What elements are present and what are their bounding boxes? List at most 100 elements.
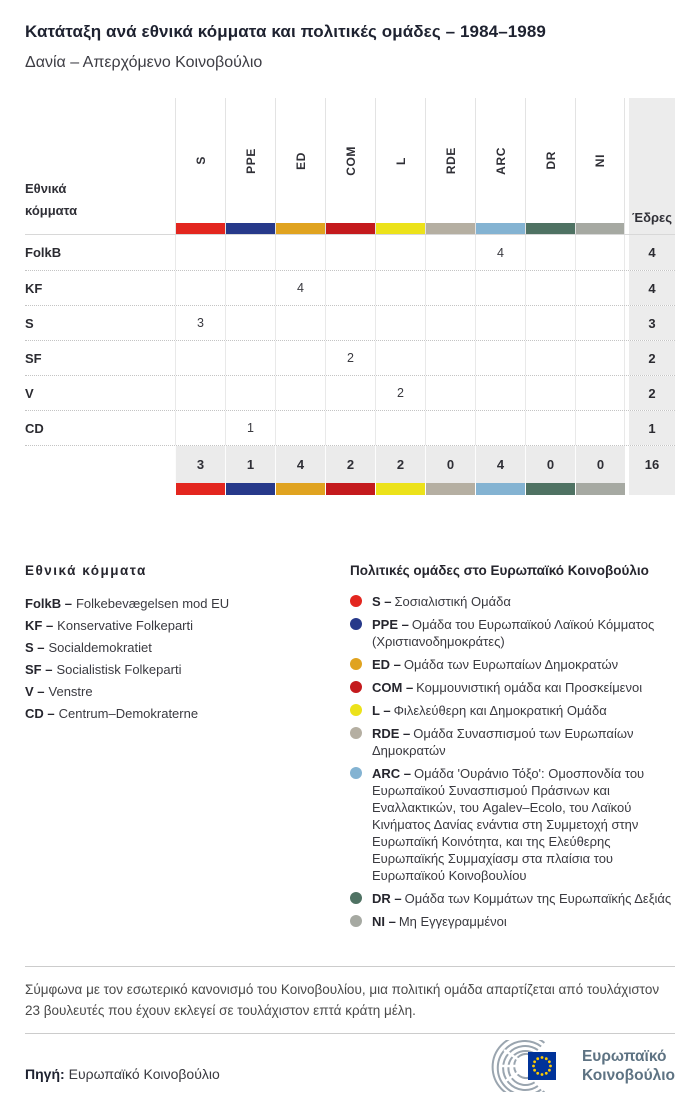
cell xyxy=(175,271,225,305)
column-label: ED xyxy=(293,151,308,170)
cell xyxy=(475,376,525,410)
cell: 2 xyxy=(325,341,375,375)
legend-color-dot xyxy=(350,727,362,739)
source-divider xyxy=(25,1033,675,1034)
party-legend-item: SF – Socialistisk Folkeparti xyxy=(25,662,182,677)
total-cell: 4 xyxy=(475,446,525,483)
group-color-bar xyxy=(575,483,625,495)
cell xyxy=(525,271,575,305)
cell xyxy=(225,341,275,375)
table-row: FolkB 4 4 xyxy=(25,235,675,270)
party-label: KF xyxy=(25,280,43,296)
footnote-text: Σύμφωνα με τον εσωτερικό κανονισμό του Κ… xyxy=(25,982,660,1018)
cell xyxy=(575,376,625,410)
bottom-color-bars xyxy=(25,483,675,495)
column-label: PPE xyxy=(243,147,258,174)
column-header-dr: DR xyxy=(525,98,575,234)
political-groups-legend-title: Πολιτικές ομάδες στο Ευρωπαϊκό Κοινοβούλ… xyxy=(350,563,649,578)
cell xyxy=(475,271,525,305)
column-label: COM xyxy=(343,145,358,176)
source-label: Πηγή: xyxy=(25,1066,65,1082)
cell xyxy=(525,411,575,445)
cell xyxy=(375,411,425,445)
legend-color-dot xyxy=(350,681,362,693)
cell xyxy=(375,235,425,270)
group-color-bar xyxy=(176,223,225,234)
total-cell: 2 xyxy=(325,446,375,483)
column-header-ppe: PPE xyxy=(225,98,275,234)
cell xyxy=(525,306,575,340)
cell xyxy=(375,271,425,305)
column-label: S xyxy=(193,156,208,165)
seats-column-footer xyxy=(629,483,675,495)
cell xyxy=(475,341,525,375)
cell xyxy=(275,341,325,375)
cell xyxy=(375,341,425,375)
seats-column-header: Έδρες xyxy=(629,98,675,234)
cell xyxy=(575,411,625,445)
group-legend-item: ED – Ομάδα των Ευρωπαίων Δημοκρατών xyxy=(350,656,675,673)
cell xyxy=(325,271,375,305)
cell xyxy=(325,411,375,445)
cell xyxy=(425,306,475,340)
cell xyxy=(575,271,625,305)
total-cell: 0 xyxy=(525,446,575,483)
table-row: SF 2 2 xyxy=(25,340,675,375)
seats-cell: 2 xyxy=(629,341,675,375)
party-legend-item: CD – Centrum–Demokraterne xyxy=(25,706,199,721)
column-label: L xyxy=(393,156,408,165)
table-row: KF 4 4 xyxy=(25,270,675,305)
group-color-bar xyxy=(426,223,475,234)
cell xyxy=(325,306,375,340)
national-parties-legend-title: Εθνικά κόμματα xyxy=(25,563,147,578)
cell xyxy=(475,411,525,445)
party-legend-item: KF – Konservative Folkeparti xyxy=(25,618,194,633)
table-row: S 3 3 xyxy=(25,305,675,340)
cell xyxy=(325,235,375,270)
cell xyxy=(175,411,225,445)
party-label: SF xyxy=(25,350,42,366)
legend-section: Εθνικά κόμματα FolkB – Folkebevægelsen mo… xyxy=(25,563,675,936)
group-color-bar xyxy=(376,223,425,234)
total-cell: 4 xyxy=(275,446,325,483)
seats-header-label: Έδρες xyxy=(632,210,672,225)
group-legend-item: S – Σοσιαλιστική Ομάδα xyxy=(350,593,675,610)
total-cell: 2 xyxy=(375,446,425,483)
seats-cell: 4 xyxy=(629,271,675,305)
group-color-bar xyxy=(226,223,275,234)
political-groups-legend: Πολιτικές ομάδες στο Ευρωπαϊκό Κοινοβούλ… xyxy=(350,563,675,936)
group-color-bar xyxy=(326,223,375,234)
page-subtitle: Δανία – Απερχόμενο Κοινοβούλιο xyxy=(25,54,263,71)
table-row: CD 1 1 xyxy=(25,410,675,445)
group-color-bar xyxy=(225,483,275,495)
source-text: Πηγή: Ευρωπαϊκό Κοινοβούλιο xyxy=(25,1066,220,1082)
seats-cell: 3 xyxy=(629,306,675,340)
group-color-bar xyxy=(525,483,575,495)
cell xyxy=(475,306,525,340)
cell xyxy=(575,235,625,270)
hemicycle-flag-icon xyxy=(491,1040,556,1092)
legend-color-dot xyxy=(350,892,362,904)
logo-wordmark: Ευρωπαϊκό Κοινοβούλιο xyxy=(581,1048,675,1084)
totals-row: 3 1 4 2 2 0 4 0 0 16 xyxy=(25,445,675,483)
cell xyxy=(425,411,475,445)
party-label: S xyxy=(25,315,34,331)
table-row: V 2 2 xyxy=(25,375,675,410)
party-label: CD xyxy=(25,420,44,436)
seats-cell: 1 xyxy=(629,411,675,445)
cell xyxy=(275,411,325,445)
cell xyxy=(425,271,475,305)
cell xyxy=(175,341,225,375)
legend-color-dot xyxy=(350,658,362,670)
european-parliament-logo: Ευρωπαϊκό Κοινοβούλιο xyxy=(472,1040,675,1092)
cell xyxy=(425,376,475,410)
cell xyxy=(275,376,325,410)
table-header-row: Εθνικά κόμματα S PPE ED COM L RDE ARC DR… xyxy=(25,98,675,235)
group-color-bar xyxy=(526,223,575,234)
column-header-rde: RDE xyxy=(425,98,475,234)
party-label: V xyxy=(25,385,34,401)
legend-color-dot xyxy=(350,595,362,607)
party-label: FolkB xyxy=(25,245,62,260)
cell xyxy=(225,235,275,270)
group-legend-item: RDE – Ομάδα Συνασπισμού των Ευρωπαίων Δημ… xyxy=(350,725,675,759)
